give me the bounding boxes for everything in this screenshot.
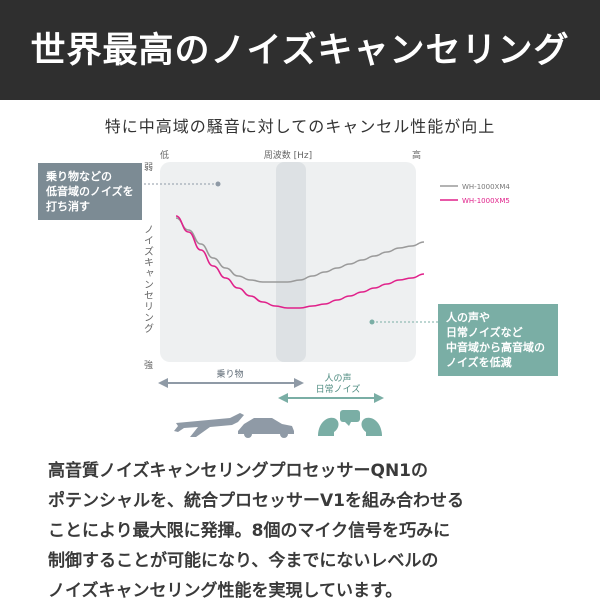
description-line-2: ポテンシャルを、統合プロセッサーV1を組み合わせる bbox=[48, 491, 464, 511]
voice-arrow-head-left bbox=[278, 393, 288, 403]
vehicle-arrow-head-left bbox=[158, 378, 168, 388]
legend-label-xm5: WH-1000XM5 bbox=[462, 197, 510, 205]
x-axis-label: 周波数 [Hz] bbox=[264, 149, 312, 161]
callout-left-line-3: 打ち消す bbox=[46, 200, 90, 213]
midrange-band bbox=[276, 162, 306, 362]
y-axis-label: ノイズキャンセリング bbox=[142, 224, 154, 334]
noise-cancelling-chart: 低 高 周波数 [Hz] 弱 強 ノイズキャンセリング WH-1000XM4 W… bbox=[142, 149, 510, 438]
callout-low-frequency: 乗り物などの 低音域のノイズを 打ち消す bbox=[38, 163, 142, 220]
callout-right-dot bbox=[369, 319, 375, 325]
page-title: 世界最高のノイズキャンセリング bbox=[30, 31, 570, 71]
voice-range-label-1: 人の声 bbox=[324, 372, 351, 384]
description-text: 高音質ノイズキャンセリングプロセッサーQN1の ポテンシャルを、統合プロセッサー… bbox=[48, 456, 578, 606]
description-line-4: 制御することが可能になり、今までにないレベルの bbox=[48, 551, 439, 571]
callout-left-line-2: 低音域のノイズを bbox=[46, 185, 134, 198]
series-line-xm5 bbox=[175, 215, 425, 309]
airplane-icon bbox=[174, 413, 244, 437]
callout-right-line-1: 人の声や bbox=[446, 311, 490, 324]
series-line-xm4 bbox=[175, 217, 425, 283]
callout-mid-high-frequency: 人の声や 日常ノイズなど 中音域から高音域の ノイズを低減 bbox=[438, 304, 558, 376]
x-tick-high: 高 bbox=[412, 149, 421, 161]
description-line-5: ノイズキャンセリング性能を実現しています。 bbox=[48, 581, 403, 601]
people-talking-icon bbox=[318, 410, 382, 436]
y-tick-strong: 強 bbox=[144, 359, 153, 371]
callout-right-line-4: ノイズを低減 bbox=[446, 356, 512, 369]
callout-left-line-1: 乗り物などの bbox=[46, 170, 112, 183]
callout-right-line-3: 中音域から高音域の bbox=[446, 341, 545, 354]
description-line-3: ことにより最大限に発揮。8個のマイク信号を巧みに bbox=[48, 521, 451, 541]
vehicle-range-label: 乗り物 bbox=[216, 368, 243, 380]
series-layer bbox=[175, 215, 425, 309]
x-tick-low: 低 bbox=[160, 149, 169, 161]
description-line-1: 高音質ノイズキャンセリングプロセッサーQN1の bbox=[48, 461, 428, 481]
callout-left-dot bbox=[215, 181, 221, 187]
voice-range-label-2: 日常ノイズ bbox=[316, 383, 361, 395]
voice-arrow-head-right bbox=[374, 393, 384, 403]
legend-label-xm4: WH-1000XM4 bbox=[462, 183, 510, 191]
y-tick-weak: 弱 bbox=[144, 162, 153, 173]
callout-right-line-2: 日常ノイズなど bbox=[446, 326, 523, 339]
header-banner: 世界最高のノイズキャンセリング bbox=[0, 0, 600, 100]
chart-subtitle: 特に中高域の騒音に対してのキャンセル性能が向上 bbox=[104, 117, 496, 136]
vehicle-arrow-head-right bbox=[294, 378, 304, 388]
car-icon bbox=[238, 418, 294, 438]
